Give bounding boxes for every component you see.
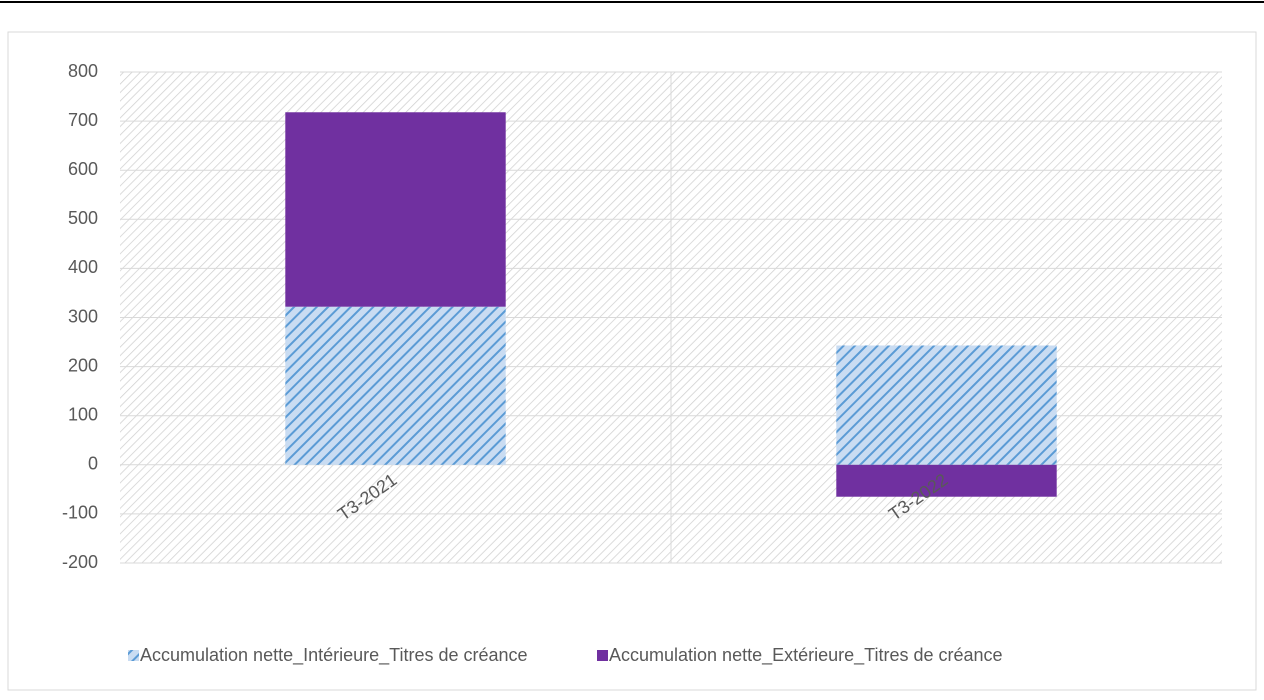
bar-segment <box>836 345 1057 465</box>
legend-swatch <box>597 650 608 661</box>
legend-label: Accumulation nette_Intérieure_Titres de … <box>140 645 528 666</box>
bar-segment <box>285 112 506 307</box>
y-tick-label: -100 <box>62 503 98 523</box>
legend-swatch <box>128 650 139 661</box>
y-tick-label: 600 <box>68 159 98 179</box>
y-tick-label: 400 <box>68 257 98 277</box>
y-tick-label: 0 <box>88 454 98 474</box>
y-tick-label: -200 <box>62 552 98 572</box>
y-tick-label: 200 <box>68 355 98 375</box>
legend-label: Accumulation nette_Extérieure_Titres de … <box>609 645 1003 666</box>
y-tick-label: 100 <box>68 404 98 424</box>
bar-segment <box>836 464 1057 497</box>
bar-segment <box>285 306 506 465</box>
y-tick-label: 700 <box>68 110 98 130</box>
y-tick-label: 500 <box>68 208 98 228</box>
y-tick-label: 800 <box>68 61 98 81</box>
y-tick-label: 300 <box>68 306 98 326</box>
